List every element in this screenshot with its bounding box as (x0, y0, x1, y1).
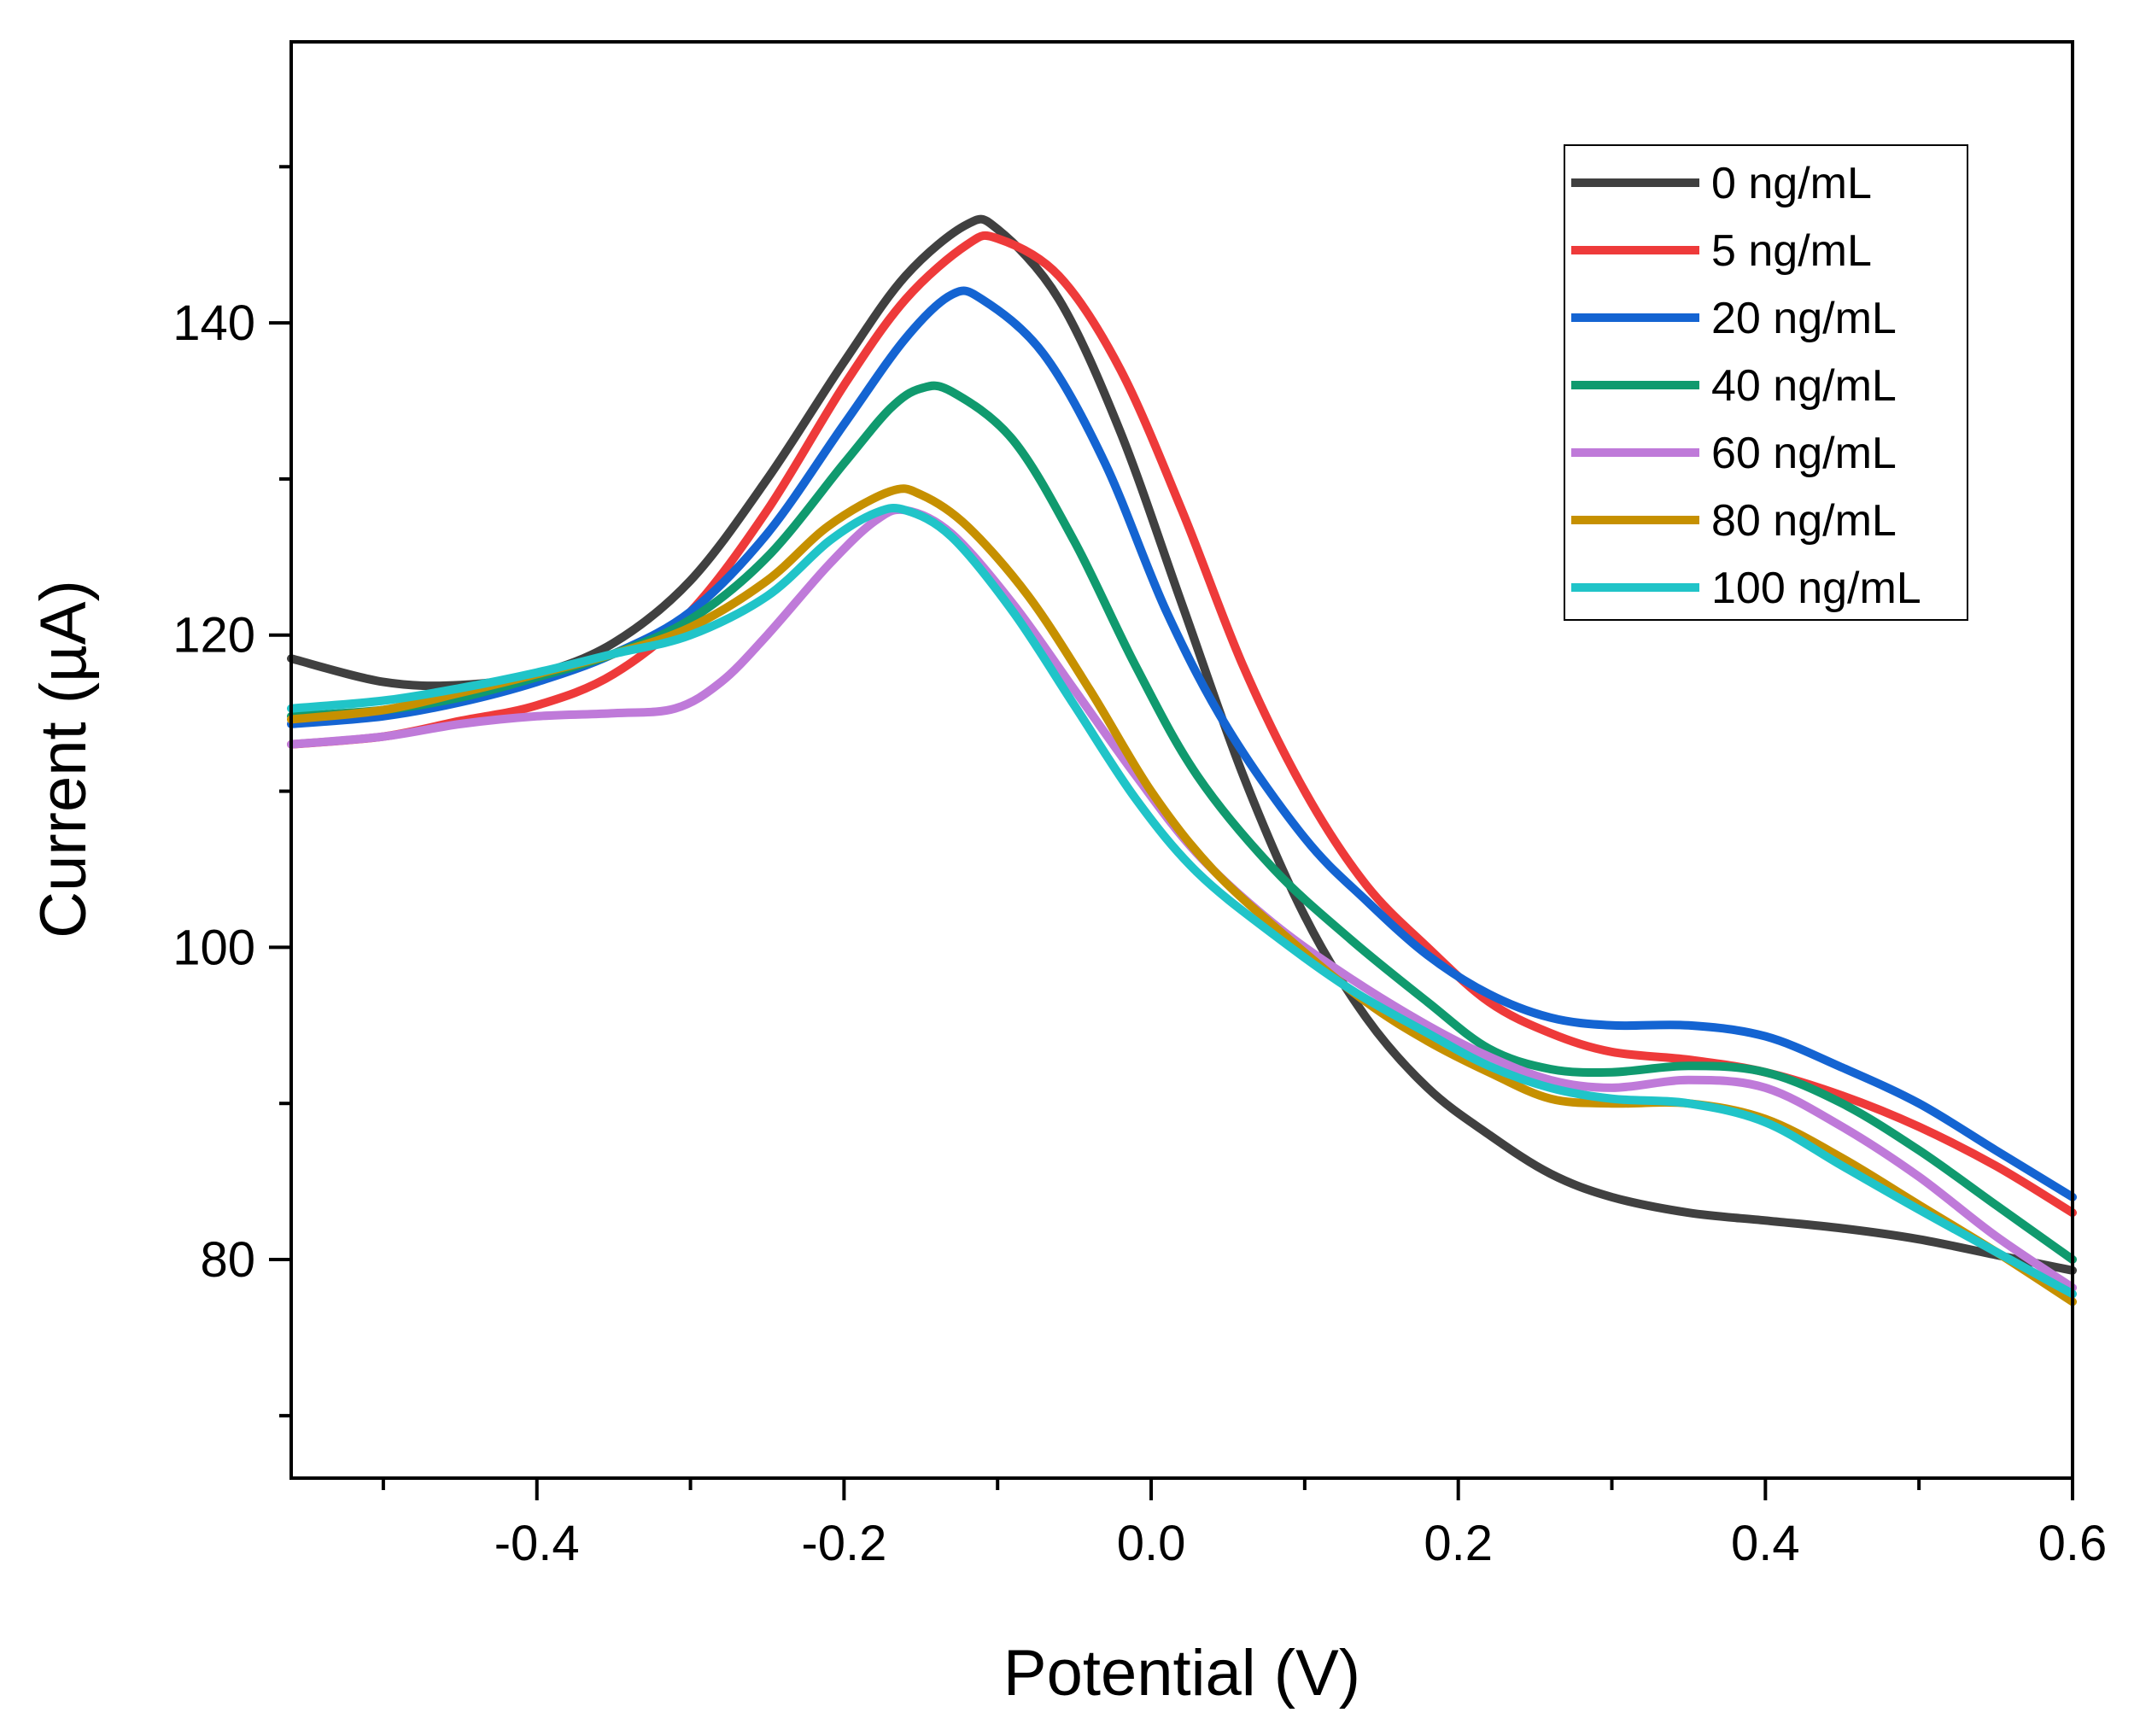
x-tick-label: 0.0 (1117, 1516, 1186, 1571)
x-axis-tick-labels: -0.4 -0.2 0.0 0.2 0.4 0.6 (494, 1516, 2108, 1571)
x-tick-label: -0.2 (801, 1516, 886, 1571)
x-axis-ticks (381, 1478, 2074, 1500)
legend: 0 ng/mL 5 ng/mL 20 ng/mL 40 ng/mL 60 ng/mL 80… (1564, 144, 1968, 621)
legend-items: 0 ng/mL 5 ng/mL 20 ng/mL 40 ng/mL 60 ng/mL 80… (1571, 159, 1921, 613)
legend-label-1: 0 ng/mL (1711, 159, 1872, 208)
legend-label-6: 80 ng/mL (1711, 496, 1897, 546)
y-tick-label: 80 (200, 1232, 255, 1288)
legend-label-3: 20 ng/mL (1711, 294, 1897, 343)
x-tick-label: -0.4 (494, 1516, 580, 1571)
x-tick-label: 0.4 (1731, 1516, 1800, 1571)
y-tick-label: 120 (172, 608, 255, 663)
y-axis-title: Current (µA) (27, 580, 100, 938)
series-line-5 (287, 505, 2077, 1292)
series-line-7 (287, 504, 2077, 1299)
x-tick-label: 0.6 (2038, 1516, 2108, 1571)
x-axis-title: Potential (V) (1003, 1637, 1360, 1710)
series-line-1 (287, 214, 2077, 1275)
legend-label-2: 5 ng/mL (1711, 226, 1872, 276)
legend-label-7: 100 ng/mL (1711, 564, 1921, 613)
chart-curves (287, 214, 2077, 1306)
plot-frame (289, 40, 2074, 1480)
y-axis-ticks (269, 165, 291, 1417)
y-tick-label: 140 (172, 295, 255, 351)
x-tick-label: 0.2 (1424, 1516, 1493, 1571)
legend-label-5: 60 ng/mL (1711, 429, 1897, 478)
y-tick-label: 100 (172, 920, 255, 975)
legend-label-4: 40 ng/mL (1711, 361, 1897, 411)
y-axis-tick-labels: 80 100 120 140 (172, 295, 255, 1288)
